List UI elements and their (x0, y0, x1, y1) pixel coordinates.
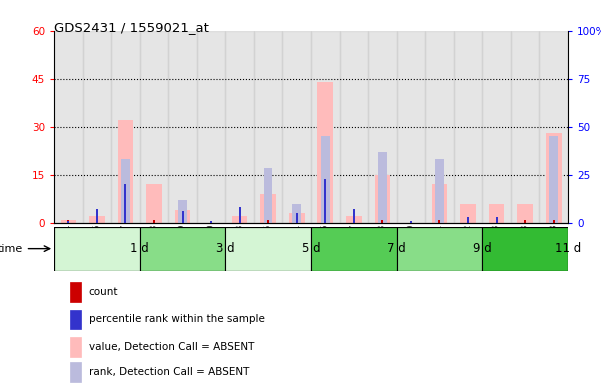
Text: rank, Detection Call = ABSENT: rank, Detection Call = ABSENT (88, 367, 249, 377)
Bar (289, 213, 305, 223)
Bar (496, 220, 498, 223)
Text: 11 d: 11 d (555, 242, 581, 255)
Bar (146, 184, 162, 223)
Bar (425, 31, 454, 223)
Bar (321, 136, 329, 223)
Bar (524, 220, 526, 223)
Bar (168, 31, 197, 223)
Bar (232, 216, 248, 223)
Bar (61, 220, 76, 223)
Text: time: time (0, 243, 23, 254)
Bar (382, 220, 383, 223)
Bar (325, 179, 326, 223)
Text: 5 d: 5 d (302, 242, 320, 255)
Bar (368, 31, 397, 223)
Bar (410, 221, 412, 223)
Bar (553, 220, 555, 223)
Bar (489, 204, 504, 223)
Text: value, Detection Call = ABSENT: value, Detection Call = ABSENT (88, 342, 254, 352)
Bar (197, 31, 225, 223)
Bar (374, 175, 390, 223)
Bar (70, 362, 81, 382)
Bar (353, 209, 355, 223)
Text: count: count (88, 287, 118, 297)
Bar (225, 31, 254, 223)
Bar (70, 337, 81, 357)
Bar (539, 31, 568, 223)
Bar (121, 159, 130, 223)
Bar (511, 31, 539, 223)
Bar (264, 168, 272, 223)
Bar (432, 184, 447, 223)
Bar (311, 31, 340, 223)
Bar (267, 220, 269, 223)
Bar (89, 216, 105, 223)
Text: 1 d: 1 d (130, 242, 149, 255)
Bar (482, 227, 568, 271)
Bar (317, 82, 333, 223)
Bar (54, 227, 139, 271)
Bar (70, 310, 81, 329)
Bar (467, 217, 469, 223)
Bar (439, 220, 441, 223)
Bar (118, 120, 133, 223)
Bar (549, 136, 558, 223)
Bar (346, 216, 362, 223)
Bar (282, 31, 311, 223)
Text: 7 d: 7 d (387, 242, 406, 255)
Bar (124, 184, 126, 223)
Bar (178, 200, 187, 223)
Bar (239, 207, 240, 223)
Bar (124, 220, 126, 223)
Text: percentile rank within the sample: percentile rank within the sample (88, 314, 264, 324)
Bar (139, 31, 168, 223)
Bar (182, 211, 183, 223)
Bar (260, 194, 276, 223)
Bar (67, 221, 69, 223)
Bar (54, 31, 82, 223)
Bar (460, 204, 476, 223)
Bar (210, 221, 212, 223)
Bar (96, 209, 98, 223)
Bar (467, 220, 469, 223)
Bar (82, 31, 111, 223)
Bar (546, 133, 561, 223)
Bar (96, 220, 98, 223)
Bar (139, 227, 225, 271)
Bar (293, 204, 301, 223)
Bar (296, 220, 297, 223)
Bar (239, 220, 240, 223)
Bar (496, 217, 498, 223)
Bar (435, 159, 444, 223)
Text: 3 d: 3 d (216, 242, 234, 255)
Bar (397, 31, 425, 223)
Bar (517, 204, 533, 223)
Bar (340, 31, 368, 223)
Text: 9 d: 9 d (473, 242, 492, 255)
Bar (70, 282, 81, 302)
Bar (454, 31, 482, 223)
Bar (482, 31, 511, 223)
Bar (296, 213, 297, 223)
Bar (353, 220, 355, 223)
Bar (397, 227, 482, 271)
Bar (311, 227, 397, 271)
Bar (225, 227, 311, 271)
Bar (254, 31, 282, 223)
Bar (325, 220, 326, 223)
Bar (182, 220, 183, 223)
Bar (153, 220, 155, 223)
Bar (175, 210, 191, 223)
Bar (67, 220, 69, 223)
Text: GDS2431 / 1559021_at: GDS2431 / 1559021_at (54, 21, 209, 34)
Bar (111, 31, 139, 223)
Bar (378, 152, 386, 223)
